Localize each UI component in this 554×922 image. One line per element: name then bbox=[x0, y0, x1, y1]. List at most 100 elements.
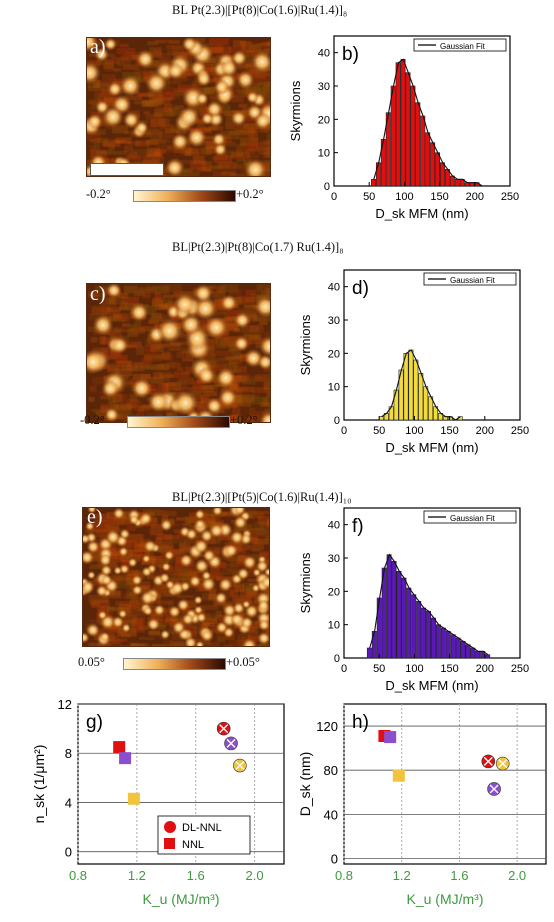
y-tick-label: 0 bbox=[334, 653, 340, 665]
afm-image-e bbox=[82, 507, 270, 647]
panel-label: d) bbox=[352, 278, 369, 299]
legend-text: Gaussian Fit bbox=[440, 42, 486, 51]
histogram-bar bbox=[465, 644, 471, 659]
colorbar-c bbox=[127, 416, 230, 428]
y-tick-label: 20 bbox=[328, 348, 340, 360]
y-tick-label: 12 bbox=[58, 697, 72, 712]
panel-e-title: BL|Pt(2.3)|[Pt(5)|Co(1.6)|Ru(1.4)]₁₀ bbox=[172, 490, 352, 504]
histogram-bar bbox=[400, 59, 406, 187]
histogram-bar bbox=[425, 132, 431, 187]
histogram-bar bbox=[450, 634, 456, 659]
x-tick-label: 100 bbox=[405, 425, 423, 437]
dl-nnl-marker-cross bbox=[498, 759, 508, 769]
gaussian-fit-line bbox=[373, 58, 483, 187]
histogram-bar bbox=[386, 554, 392, 659]
y-tick-label: 30 bbox=[328, 315, 340, 327]
afm-canvas-e bbox=[83, 508, 269, 646]
histogram-f: 0 50 100 150 200 250 0 10 20 30 40 Skyrmions D_sk MF… bbox=[298, 507, 529, 693]
x-tick-label: 1.2 bbox=[128, 868, 146, 883]
x-tick-label: 250 bbox=[501, 191, 519, 203]
y-tick-label: 20 bbox=[328, 586, 340, 598]
colorbar-a-max: +0.2° bbox=[236, 187, 264, 201]
x-axis-label: K_u (MJ/m³) bbox=[407, 891, 484, 907]
x-tick-label: 150 bbox=[430, 191, 448, 203]
histogram-bar bbox=[435, 152, 441, 187]
histogram-bar bbox=[430, 142, 436, 187]
histogram-bar bbox=[378, 416, 384, 421]
histogram-bar bbox=[475, 651, 481, 659]
x-axis-label: D_sk MFM (nm) bbox=[375, 206, 468, 221]
y-tick-label: 10 bbox=[328, 382, 340, 394]
colorbar-c-min: -0.2° bbox=[80, 413, 105, 427]
histogram-bar bbox=[396, 571, 402, 659]
afm-canvas-a bbox=[87, 38, 270, 176]
y-tick-label: 40 bbox=[318, 48, 330, 60]
y-axis-label: D_sk (nm) bbox=[297, 752, 313, 817]
x-tick-label: 0.8 bbox=[69, 868, 87, 883]
panel-label: b) bbox=[342, 44, 359, 65]
histogram-bar bbox=[418, 373, 424, 421]
histogram-bar bbox=[423, 386, 429, 421]
y-tick-label: 0 bbox=[334, 415, 340, 427]
colorbar-e-max: +0.05° bbox=[226, 655, 260, 669]
colorbar-e-min: 0.05° bbox=[78, 655, 105, 669]
legend-box bbox=[423, 272, 517, 286]
dl-nnl-marker-cross bbox=[483, 756, 493, 766]
y-tick-label: 10 bbox=[328, 620, 340, 632]
colorbar-e bbox=[123, 658, 226, 670]
x-tick-label: 1.2 bbox=[393, 868, 411, 883]
x-tick-label: 2.0 bbox=[246, 868, 264, 883]
legend-box bbox=[423, 510, 517, 524]
panel-a-label: a) bbox=[90, 36, 106, 58]
x-tick-label: 0 bbox=[341, 425, 347, 437]
scale-bar bbox=[90, 163, 164, 176]
afm-canvas-c bbox=[87, 284, 270, 422]
dl-nnl-marker-cross bbox=[235, 761, 245, 771]
panel-c-title: BL|Pt(2.3)|Pt(8)|Co(1.7) Ru(1.4)]₈ bbox=[172, 240, 344, 254]
y-tick-label: 0 bbox=[331, 851, 338, 866]
x-tick-label: 50 bbox=[373, 663, 385, 675]
y-tick-label: 30 bbox=[318, 81, 330, 93]
dl-nnl-marker-cross bbox=[226, 738, 236, 748]
y-tick-label: 4 bbox=[65, 795, 72, 810]
panel-a-title: BL Pt(2.3)|[Pt(8)|Co(1.6)|Ru(1.4)]₈ bbox=[172, 3, 348, 17]
y-tick-label: 10 bbox=[318, 148, 330, 160]
histogram-bar bbox=[420, 115, 426, 187]
dl-nnl-marker-cross bbox=[489, 784, 499, 794]
gaussian-fit-line bbox=[369, 553, 489, 656]
histogram-bar bbox=[440, 162, 445, 187]
x-axis-label: K_u (MJ/m³) bbox=[143, 891, 220, 907]
afm-image-c bbox=[86, 283, 271, 423]
nnl-marker bbox=[119, 752, 132, 765]
histogram-bar bbox=[416, 601, 422, 659]
panel-label: g) bbox=[86, 712, 103, 733]
y-tick-label: 20 bbox=[318, 114, 330, 126]
x-tick-label: 2.0 bbox=[508, 868, 526, 883]
x-tick-label: 0 bbox=[331, 191, 337, 203]
y-axis-label: Skyrmions bbox=[298, 314, 313, 375]
y-tick-label: 0 bbox=[324, 181, 330, 193]
x-tick-label: 200 bbox=[466, 191, 484, 203]
panel-c-label: c) bbox=[90, 283, 106, 305]
legend-text: Gaussian Fit bbox=[450, 514, 496, 523]
nnl-marker bbox=[384, 731, 397, 744]
histogram-bar bbox=[421, 607, 427, 659]
x-axis-label: D_sk MFM (nm) bbox=[385, 440, 478, 455]
legend-nnl-label: NNL bbox=[182, 839, 204, 851]
y-tick-label: 120 bbox=[316, 719, 338, 734]
y-tick-label: 40 bbox=[328, 282, 340, 294]
plot-frame bbox=[343, 703, 547, 865]
histogram-bar bbox=[408, 349, 414, 421]
legend-nnl-marker bbox=[164, 838, 175, 849]
histogram-bar bbox=[470, 647, 476, 659]
afm-image-a bbox=[86, 37, 271, 177]
histogram-bar bbox=[460, 641, 466, 659]
histogram-bar bbox=[435, 624, 441, 659]
y-axis-label: n_sk (1/μm²) bbox=[31, 745, 47, 824]
legend-dl-nnl-marker bbox=[164, 821, 176, 833]
legend-box bbox=[413, 38, 507, 52]
histogram-bar bbox=[375, 162, 381, 187]
histogram-bar bbox=[440, 627, 446, 659]
histogram-bar bbox=[371, 631, 377, 659]
dl-nnl-marker-cross bbox=[219, 724, 229, 734]
